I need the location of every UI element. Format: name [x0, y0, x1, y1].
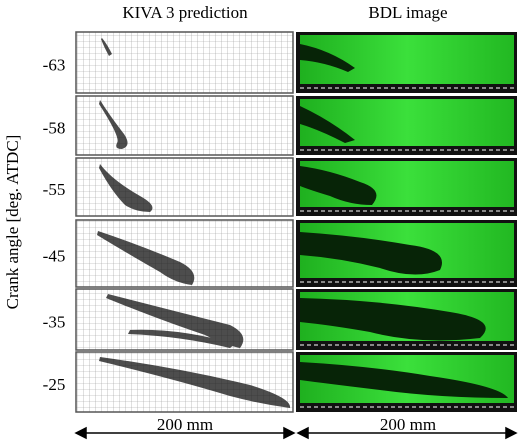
observed-spray	[300, 298, 486, 341]
observed-spray	[300, 166, 377, 205]
row-label: -63	[43, 55, 66, 74]
row-label: -35	[43, 312, 66, 331]
simulated-spray	[106, 294, 244, 348]
observed-spray	[300, 44, 355, 72]
row-label: -25	[43, 375, 66, 394]
grid-panel	[75, 95, 294, 156]
left-header: KIVA 3 prediction	[122, 3, 248, 22]
row-label: -45	[43, 246, 66, 265]
simulated-spray	[97, 231, 195, 285]
simulated-spray	[99, 100, 128, 149]
observed-spray	[300, 106, 355, 143]
row-label: -55	[43, 180, 66, 199]
scale-arrows	[74, 426, 518, 440]
right-header: BDL image	[368, 3, 447, 22]
grid-panel	[75, 157, 294, 217]
right-scale: 200 mm	[380, 415, 436, 434]
simulated-spray	[99, 357, 291, 408]
left-scale: 200 mm	[157, 415, 213, 434]
observed-spray	[300, 362, 508, 398]
observed-spray	[300, 232, 442, 275]
row-label: -58	[43, 118, 66, 137]
simulated-spray	[101, 38, 112, 56]
simulated-spray	[99, 164, 153, 212]
grid-panel	[75, 31, 294, 94]
y-axis-label: Crank angle [deg. ATDC]	[3, 135, 22, 310]
green-field	[300, 99, 514, 146]
panels: -63 -58 -55 -45 -35 -25	[43, 31, 517, 413]
